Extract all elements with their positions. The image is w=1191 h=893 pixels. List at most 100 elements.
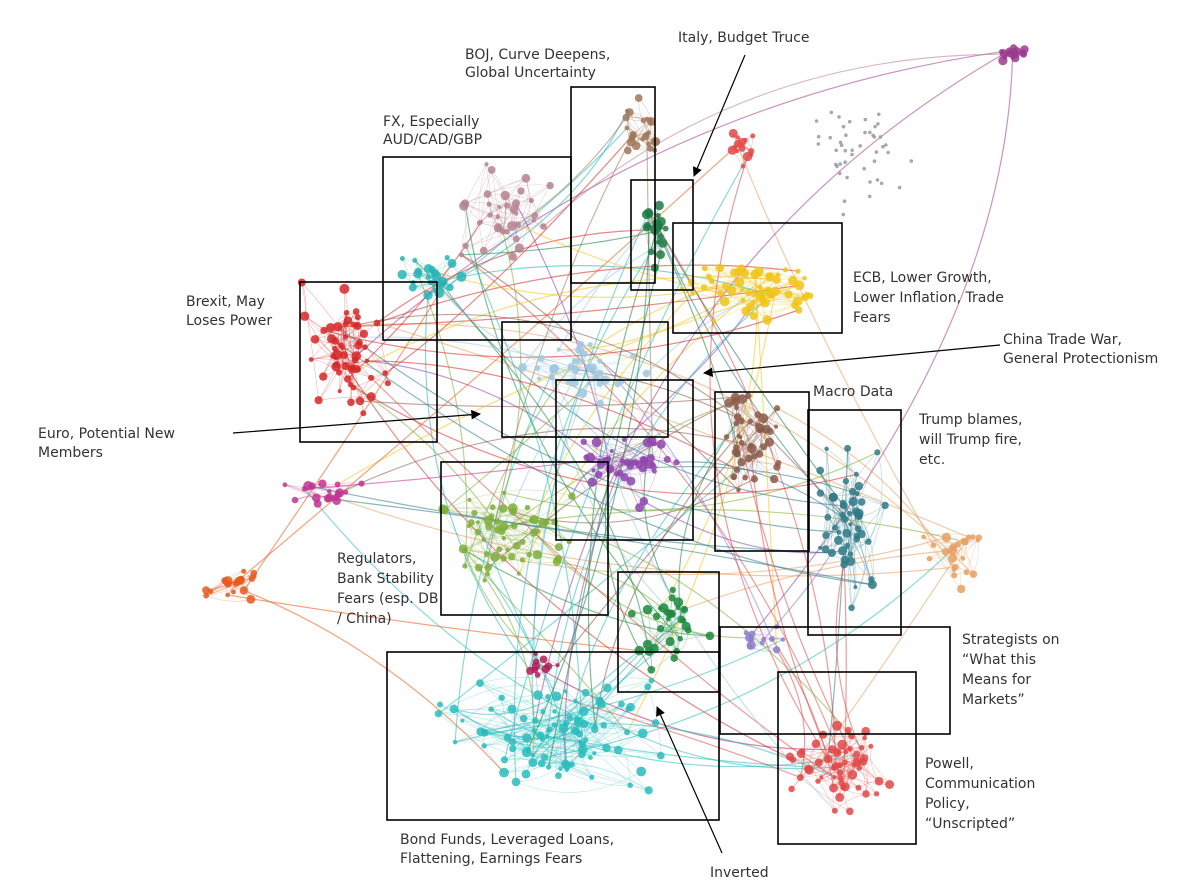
edge xyxy=(454,722,835,778)
node xyxy=(312,493,321,503)
cluster-box xyxy=(555,379,694,541)
node xyxy=(853,532,860,540)
node xyxy=(434,709,443,718)
node xyxy=(850,148,854,153)
node xyxy=(848,496,858,507)
node xyxy=(343,489,349,495)
node xyxy=(745,289,752,297)
edge xyxy=(477,522,488,555)
edge xyxy=(556,695,801,779)
annotation-line: AUD/CAD/GBP xyxy=(383,132,482,148)
node xyxy=(555,772,562,780)
node xyxy=(303,481,313,491)
node xyxy=(580,358,586,364)
node xyxy=(1011,53,1020,63)
node xyxy=(627,609,636,618)
node xyxy=(483,551,490,558)
node xyxy=(885,780,895,789)
node xyxy=(669,586,676,594)
node xyxy=(423,290,433,300)
node xyxy=(508,738,517,746)
annotation-line: Fears xyxy=(853,310,891,326)
cluster-box xyxy=(382,156,572,341)
edge xyxy=(551,377,687,627)
node xyxy=(558,766,563,771)
edge xyxy=(554,706,631,715)
node xyxy=(965,534,972,541)
node xyxy=(844,726,852,734)
annotation-line: Italy, Budget Truce xyxy=(678,30,810,46)
node xyxy=(480,728,487,735)
node xyxy=(241,568,247,574)
node xyxy=(467,497,472,502)
node xyxy=(355,396,365,406)
edge xyxy=(463,536,947,576)
node xyxy=(474,528,482,536)
node xyxy=(231,589,236,595)
node xyxy=(582,737,589,743)
node xyxy=(594,470,603,479)
node xyxy=(319,372,328,381)
edge xyxy=(334,348,794,761)
edge xyxy=(478,164,487,251)
edge xyxy=(546,521,863,749)
node xyxy=(481,537,487,542)
node xyxy=(951,566,957,572)
node xyxy=(499,767,509,778)
node xyxy=(486,201,492,207)
edge xyxy=(243,589,505,774)
edge xyxy=(356,313,739,418)
node xyxy=(494,518,501,525)
node xyxy=(833,748,842,757)
node xyxy=(837,739,847,750)
node xyxy=(859,745,865,751)
node xyxy=(474,563,483,572)
node xyxy=(886,150,890,155)
edge xyxy=(358,276,777,371)
node xyxy=(578,744,588,755)
edge xyxy=(464,194,532,204)
node xyxy=(605,464,615,474)
node xyxy=(804,765,813,774)
node xyxy=(733,413,742,421)
node xyxy=(483,515,494,526)
node xyxy=(874,449,881,456)
node xyxy=(482,578,487,583)
node xyxy=(847,769,858,780)
node xyxy=(838,171,842,176)
node xyxy=(941,532,952,543)
node xyxy=(558,723,569,734)
node xyxy=(1012,50,1019,57)
cluster-box xyxy=(440,461,609,616)
node xyxy=(507,704,517,714)
node xyxy=(535,528,541,534)
node xyxy=(673,459,680,466)
edge xyxy=(544,703,622,758)
node xyxy=(546,726,553,732)
node xyxy=(561,759,570,768)
node xyxy=(843,148,848,153)
edge xyxy=(483,703,622,737)
node xyxy=(832,720,842,731)
node xyxy=(532,717,539,724)
node xyxy=(854,481,864,491)
edge xyxy=(453,708,513,710)
edge xyxy=(742,294,808,301)
edge xyxy=(681,288,768,321)
node xyxy=(552,557,562,566)
edge xyxy=(923,536,963,559)
edge xyxy=(376,322,970,538)
edge xyxy=(507,737,566,764)
node xyxy=(858,144,862,148)
annotation: Macro Data xyxy=(813,384,893,400)
annotation-line: etc. xyxy=(919,452,945,468)
node xyxy=(846,556,856,567)
node xyxy=(485,522,493,531)
edge xyxy=(479,682,564,729)
node xyxy=(975,538,980,543)
edge xyxy=(647,607,679,645)
node xyxy=(646,454,655,463)
edge xyxy=(522,358,600,368)
node xyxy=(634,645,645,656)
node xyxy=(773,646,781,654)
